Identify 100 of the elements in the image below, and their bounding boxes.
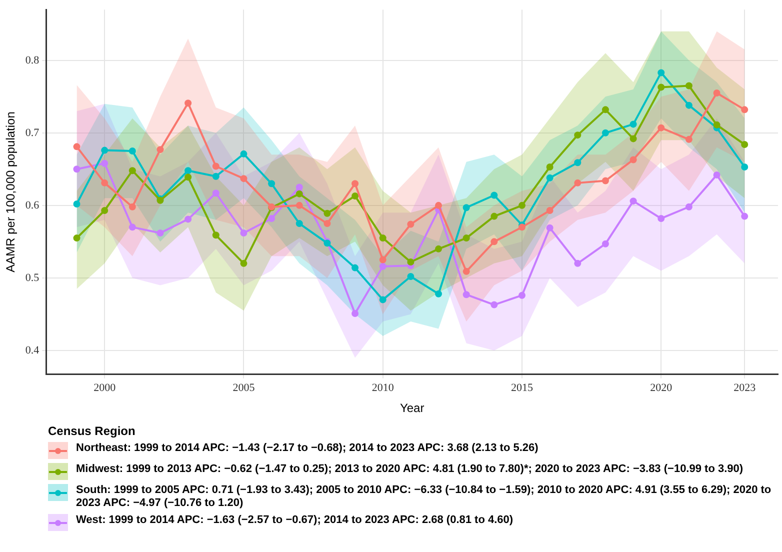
- point: [518, 292, 526, 299]
- point: [407, 220, 414, 228]
- point: [73, 166, 80, 173]
- x-tick-label: 2005: [232, 382, 256, 394]
- point: [352, 180, 359, 188]
- y-tick-label: 0.5: [25, 272, 40, 284]
- point: [379, 234, 386, 242]
- point: [658, 69, 665, 76]
- point: [128, 167, 136, 174]
- point: [101, 146, 108, 154]
- point: [101, 179, 108, 186]
- point: [184, 167, 192, 174]
- y-tick-label: 0.4: [25, 344, 40, 356]
- x-tick-label: 2010: [372, 382, 394, 394]
- point: [685, 203, 692, 210]
- point: [490, 212, 498, 220]
- point: [490, 301, 498, 308]
- point: [713, 171, 720, 178]
- point: [630, 120, 637, 128]
- point: [352, 264, 359, 272]
- point: [407, 258, 414, 266]
- point: [546, 174, 554, 182]
- point: [379, 262, 386, 270]
- legend-label: West: 1999 to 2014 APC: −1.63 (−2.57 to −0.67); 2014 to 2023 APC: 2.68 (0.81 to 4.60): [76, 514, 514, 527]
- point: [574, 159, 582, 166]
- point: [324, 210, 331, 217]
- point: [713, 90, 720, 97]
- point: [240, 229, 248, 236]
- point: [630, 156, 637, 164]
- point: [212, 172, 220, 180]
- point: [462, 268, 470, 275]
- point: [713, 121, 720, 128]
- point: [296, 220, 303, 228]
- point: [212, 190, 220, 197]
- x-tick-label: 2020: [650, 382, 673, 394]
- y-axis-title: AAMR per 100,000 population: [4, 112, 18, 272]
- point: [630, 198, 637, 205]
- legend-label: South: 1999 to 2005 APC: 0.71 (−1.93 to 3.43); 2005 to 2010 APC: −6.33 (−10.84 to −1.59); 2010 to 2020 APC: 4.91 (3.55 to 6.29); 2020 to 2023 APC: −4.97 (−10.76 to 1.20): [76, 484, 772, 510]
- point: [741, 163, 748, 170]
- y-tick-label: 0.6: [25, 199, 40, 212]
- point: [435, 245, 442, 252]
- point: [602, 106, 609, 114]
- point: [602, 129, 609, 136]
- point: [156, 229, 164, 236]
- point: [296, 202, 303, 209]
- point: [240, 150, 248, 158]
- point: [462, 234, 470, 242]
- point: [685, 136, 692, 143]
- point: [324, 220, 331, 228]
- point: [546, 206, 554, 214]
- point: [518, 202, 526, 209]
- point: [574, 179, 582, 186]
- point: [352, 310, 359, 317]
- legend-title: Census Region: [48, 424, 136, 438]
- point: [268, 180, 276, 188]
- legend-label: Midwest: 1999 to 2013 APC: −0.62 (−1.47 to 0.25); 2013 to 2020 APC: 4.81 (1.90 to 7.80)*; 2020 to 2023 APC: −3.83 (−10.99 to 3.90): [76, 463, 744, 476]
- point: [184, 174, 192, 181]
- point: [407, 272, 414, 280]
- point: [546, 224, 554, 232]
- point: [73, 200, 80, 208]
- point: [741, 140, 748, 148]
- point: [741, 212, 748, 220]
- point: [379, 296, 386, 304]
- point: [602, 240, 609, 248]
- y-tick-label: 0.7: [25, 126, 40, 139]
- point: [212, 232, 220, 239]
- point: [379, 256, 386, 264]
- point: [658, 214, 665, 222]
- point: [73, 143, 80, 150]
- point: [574, 132, 582, 139]
- point: [518, 224, 526, 231]
- point: [685, 102, 692, 109]
- point: [462, 291, 470, 298]
- point: [352, 192, 359, 200]
- point: [212, 162, 220, 170]
- x-tick-label: 2000: [94, 382, 116, 394]
- point: [240, 260, 248, 267]
- point: [184, 216, 192, 223]
- point: [462, 204, 470, 212]
- point: [546, 163, 554, 170]
- point: [490, 192, 498, 199]
- point: [240, 175, 248, 182]
- point: [156, 146, 164, 154]
- point: [101, 160, 108, 167]
- point: [435, 290, 442, 298]
- point: [184, 100, 192, 107]
- x-tick-label: 2015: [510, 382, 534, 394]
- point: [658, 124, 665, 132]
- point: [101, 206, 108, 214]
- x-axis-title: Year: [400, 401, 424, 416]
- point: [128, 224, 136, 231]
- point: [435, 202, 442, 209]
- point: [741, 106, 748, 114]
- x-tick-label: 2023: [734, 382, 756, 394]
- point: [490, 238, 498, 246]
- point: [296, 184, 303, 191]
- point: [685, 82, 692, 90]
- point: [128, 148, 136, 155]
- point: [602, 177, 609, 184]
- legend-label: Northeast: 1999 to 2014 APC: −1.43 (−2.17 to −0.68); 2014 to 2023 APC: 3.68 (2.13 to 5.26): [76, 442, 538, 455]
